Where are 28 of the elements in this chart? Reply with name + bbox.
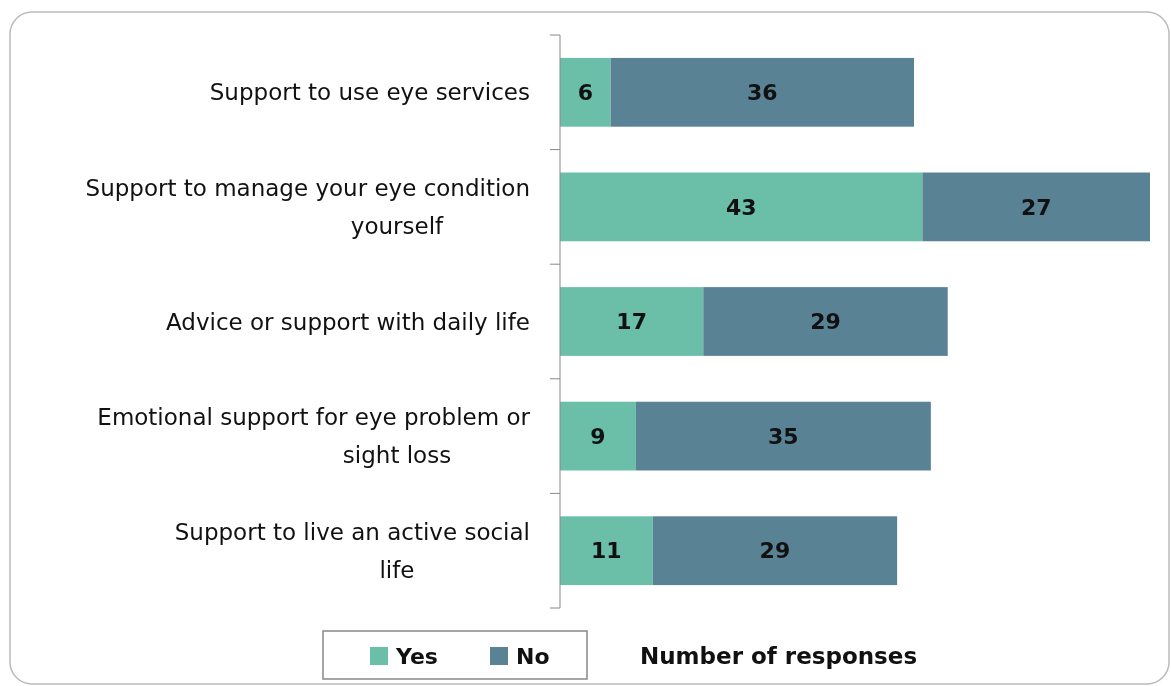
bar: [610, 57, 914, 127]
bar: [652, 516, 898, 586]
y-tick-label: Emotional support for eye problem or sight loss: [97, 404, 531, 469]
bar: [560, 57, 611, 127]
y-tick-label: Support to use eye services: [209, 79, 530, 106]
y-tick-label: Support to live an active social life: [174, 518, 530, 583]
x-axis-title: Number of responses: [640, 643, 918, 670]
bar: [560, 172, 923, 242]
data-label: 29: [759, 538, 791, 564]
bar: [560, 287, 704, 356]
data-label: 6: [577, 80, 593, 105]
y-tick-label: Support to manage your eye condition yourself: [85, 174, 530, 239]
data-label: 17: [616, 309, 647, 335]
data-label: 29: [810, 309, 841, 335]
bar: [560, 401, 636, 471]
data-label: 27: [1020, 194, 1052, 220]
data-label: 35: [768, 423, 799, 449]
data-label: 9: [590, 423, 606, 449]
bar: [635, 401, 931, 471]
y-tick-label: Advice or support with daily life: [165, 308, 530, 335]
data-label: 11: [591, 538, 622, 564]
data-label: 36: [746, 80, 778, 105]
legend-label: No: [516, 643, 550, 669]
bar: [560, 516, 653, 586]
data-label: 43: [725, 194, 757, 220]
bar: [703, 287, 948, 356]
legend-label: Yes: [395, 643, 438, 669]
bar: [922, 172, 1150, 242]
